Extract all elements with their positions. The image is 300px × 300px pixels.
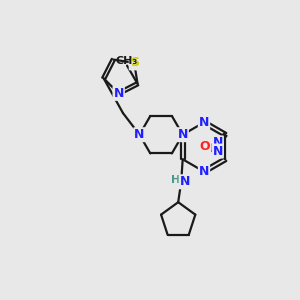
Text: O: O [200, 140, 210, 154]
Text: N: N [113, 87, 124, 100]
Text: S: S [130, 56, 139, 69]
Text: N: N [212, 145, 223, 158]
Text: CH₃: CH₃ [116, 56, 138, 66]
Text: N: N [180, 175, 190, 188]
Text: N: N [212, 136, 223, 149]
Text: N: N [199, 116, 209, 129]
Text: N: N [134, 128, 145, 141]
Text: N: N [178, 128, 188, 141]
Text: N: N [199, 165, 209, 178]
Text: H: H [171, 175, 180, 185]
